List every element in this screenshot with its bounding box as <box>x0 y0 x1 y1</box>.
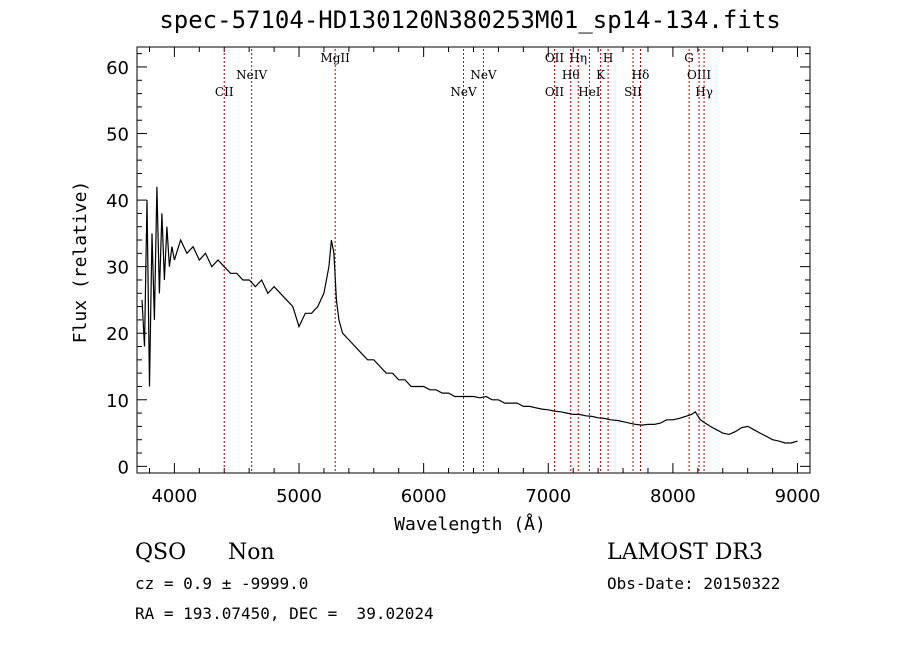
axes: 4000 5000 6000 7000 8000 9000 0 10 20 30 40 50 60 <box>106 46 821 507</box>
emission-line-label: H <box>603 51 613 65</box>
object-subclass: Non <box>228 540 275 565</box>
spectrum-line <box>141 186 798 444</box>
emission-line-label: Hη <box>569 51 587 65</box>
y-tick-label: 40 <box>106 191 129 212</box>
emission-line-label: MgII <box>320 51 350 65</box>
x-axis-label: Wavelength (Å) <box>394 513 546 535</box>
emission-line-label: NeIV <box>236 68 267 82</box>
emission-line-label: Hδ <box>632 68 650 82</box>
x-tick-label: 4000 <box>151 486 197 507</box>
chart-title: spec-57104-HD130120N380253M01_sp14-134.f… <box>159 6 781 34</box>
emission-lines: CIINeIVMgIINeVNeVOIIOIIHθHηHeIKHSIIHδGOI… <box>215 49 713 473</box>
spectrum-series <box>141 186 798 444</box>
emission-line-label: SII <box>624 85 642 99</box>
x-tick-label: 6000 <box>401 486 447 507</box>
x-tick-label: 9000 <box>775 486 821 507</box>
emission-line-label: Hγ <box>695 85 713 99</box>
emission-line-label: Hθ <box>562 68 580 82</box>
plot-frame <box>136 46 811 474</box>
emission-line-label: OII <box>545 85 565 99</box>
emission-line-label: OIII <box>687 68 711 82</box>
object-class: QSO <box>135 540 187 565</box>
y-tick-label: 60 <box>106 58 129 79</box>
survey-name: LAMOST DR3 <box>607 540 763 565</box>
redshift-cz: cz = 0.9 ± -9999.0 <box>135 574 309 593</box>
ra-dec: RA = 193.07450, DEC = 39.02024 <box>135 604 434 623</box>
y-axis-label: Flux (relative) <box>70 181 91 344</box>
emission-line-label: NeV <box>450 85 477 99</box>
x-tick-label: 7000 <box>525 486 571 507</box>
emission-line-label: G <box>684 51 694 65</box>
emission-line-label: K <box>596 68 606 82</box>
x-tick-label: 8000 <box>650 486 696 507</box>
y-tick-label: 10 <box>106 391 129 412</box>
y-tick-label: 30 <box>106 258 129 279</box>
emission-line-label: NeV <box>470 68 497 82</box>
y-tick-label: 50 <box>106 125 129 146</box>
emission-line-label: HeI <box>578 85 601 99</box>
emission-line-label: CII <box>215 85 234 99</box>
y-tick-label: 0 <box>118 457 129 478</box>
y-tick-label: 20 <box>106 324 129 345</box>
x-tick-label: 5000 <box>276 486 322 507</box>
obs-date: Obs-Date: 20150322 <box>607 574 781 593</box>
